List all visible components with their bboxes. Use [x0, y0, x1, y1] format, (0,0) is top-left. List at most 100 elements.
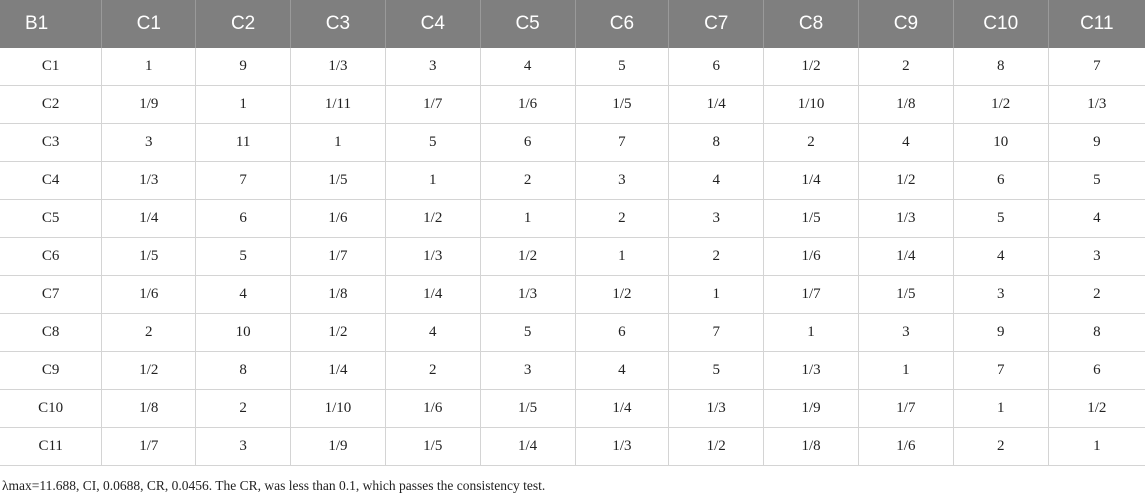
table-cell: 1/6: [101, 275, 197, 314]
header-cell-criterion: B1: [0, 0, 103, 48]
table-cell: 1/2: [952, 85, 1049, 124]
row-label-cell: C7: [0, 275, 103, 314]
table-cell: 1/8: [290, 275, 386, 314]
table-cell: 11: [195, 123, 292, 162]
table-row: C9 1/2 8 1/4 2 3 4 5 1/3 1 7 6: [0, 351, 1145, 390]
table-cell: 1: [1047, 427, 1145, 466]
table-cell: 1/9: [290, 427, 386, 466]
table-cell: 1: [668, 275, 765, 314]
table-cell: 4: [384, 313, 481, 352]
table-cell: 7: [668, 313, 765, 352]
table-cell: 1/5: [574, 85, 670, 124]
table-cell: 6: [668, 48, 765, 86]
header-cell-c1: C1: [101, 0, 197, 48]
table-cell: 1/4: [763, 161, 859, 200]
table-cell: 5: [1047, 161, 1145, 200]
table-cell: 2: [195, 389, 292, 428]
comparison-matrix-container: B1 C1 C2 C3 C4 C5 C6 C7 C8 C9 C10 C11 C1 1 9 1/3 3 4 5 6 1/…: [0, 0, 1145, 466]
table-cell: 1/2: [384, 199, 481, 238]
table-cell: 10: [195, 313, 292, 352]
table-cell: 1/3: [857, 199, 954, 238]
table-cell: 1/7: [101, 427, 197, 466]
table-cell: 9: [952, 313, 1049, 352]
table-cell: 5: [384, 123, 481, 162]
table-cell: 1/5: [101, 237, 197, 276]
table-cell: 2: [857, 48, 954, 86]
table-cell: 1/5: [763, 199, 859, 238]
table-cell: 1/4: [384, 275, 481, 314]
table-cell: 5: [952, 199, 1049, 238]
table-cell: 1/6: [384, 389, 481, 428]
table-cell: 1/2: [290, 313, 386, 352]
table-cell: 3: [1047, 237, 1145, 276]
table-cell: 1/10: [290, 389, 386, 428]
table-cell: 2: [668, 237, 765, 276]
table-cell: 1/2: [668, 427, 765, 466]
table-header-row: B1 C1 C2 C3 C4 C5 C6 C7 C8 C9 C10 C11: [0, 0, 1145, 48]
table-cell: 7: [195, 161, 292, 200]
table-cell: 1/10: [763, 85, 859, 124]
table-row: C11 1/7 3 1/9 1/5 1/4 1/3 1/2 1/8 1/6 2 1: [0, 427, 1145, 466]
row-label-cell: C6: [0, 237, 103, 276]
table-cell: 4: [952, 237, 1049, 276]
table-cell: 1/8: [857, 85, 954, 124]
table-cell: 9: [1047, 123, 1145, 162]
table-row: C8 2 10 1/2 4 5 6 7 1 3 9 8: [0, 313, 1145, 352]
table-cell: 1: [195, 85, 292, 124]
table-cell: 1/7: [384, 85, 481, 124]
table-cell: 6: [479, 123, 576, 162]
row-label-cell: C8: [0, 313, 103, 352]
table-cell: 1/3: [101, 161, 197, 200]
table-cell: 1: [763, 313, 859, 352]
table-cell: 1/6: [857, 427, 954, 466]
table-cell: 2: [384, 351, 481, 390]
table-cell: 3: [195, 427, 292, 466]
row-label-cell: C4: [0, 161, 103, 200]
table-cell: 2: [574, 199, 670, 238]
table-cell: 1: [574, 237, 670, 276]
table-cell: 1/5: [384, 427, 481, 466]
table-cell: 8: [952, 48, 1049, 86]
table-cell: 1/2: [101, 351, 197, 390]
table-cell: 6: [195, 199, 292, 238]
header-cell-c5: C5: [480, 0, 576, 48]
table-cell: 1: [101, 48, 197, 86]
table-cell: 1/3: [290, 48, 386, 86]
table-cell: 1: [857, 351, 954, 390]
header-cell-c4: C4: [385, 0, 481, 48]
table-cell: 7: [952, 351, 1049, 390]
table-cell: 1/8: [763, 427, 859, 466]
table-cell: 1/7: [763, 275, 859, 314]
row-label-cell: C3: [0, 123, 103, 162]
header-cell-c2: C2: [195, 0, 292, 48]
table-cell: 1/4: [574, 389, 670, 428]
table-cell: 5: [668, 351, 765, 390]
row-label-cell: C5: [0, 199, 103, 238]
table-cell: 4: [195, 275, 292, 314]
table-row: C2 1/9 1 1/11 1/7 1/6 1/5 1/4 1/10 1/8 1/2 1/3: [0, 85, 1145, 124]
table-cell: 6: [1047, 351, 1145, 390]
table-cell: 9: [195, 48, 292, 86]
table-cell: 1/6: [479, 85, 576, 124]
table-cell: 8: [1047, 313, 1145, 352]
table-cell: 1: [384, 161, 481, 200]
header-cell-c6: C6: [575, 0, 670, 48]
table-cell: 4: [479, 48, 576, 86]
table-footnote: λmax=11.688, CI, 0.0688, CR, 0.0456. The…: [2, 478, 546, 493]
table-cell: 1/7: [857, 389, 954, 428]
table-cell: 1: [479, 199, 576, 238]
table-cell: 1/3: [574, 427, 670, 466]
table-cell: 4: [574, 351, 670, 390]
table-cell: 1/2: [763, 48, 859, 86]
table-cell: 10: [952, 123, 1049, 162]
table-cell: 5: [479, 313, 576, 352]
table-cell: 1/3: [668, 389, 765, 428]
table-cell: 1/2: [1047, 389, 1145, 428]
table-body: C1 1 9 1/3 3 4 5 6 1/2 2 8 7 C2 1/9 1 1/11 1/7 1/6 1/5 1/4 1…: [0, 48, 1145, 466]
table-cell: 1/4: [857, 237, 954, 276]
table-cell: 1/4: [101, 199, 197, 238]
table-cell: 2: [952, 427, 1049, 466]
table-cell: 7: [574, 123, 670, 162]
table-row: C10 1/8 2 1/10 1/6 1/5 1/4 1/3 1/9 1/7 1 1/2: [0, 389, 1145, 428]
table-cell: 1/2: [574, 275, 670, 314]
